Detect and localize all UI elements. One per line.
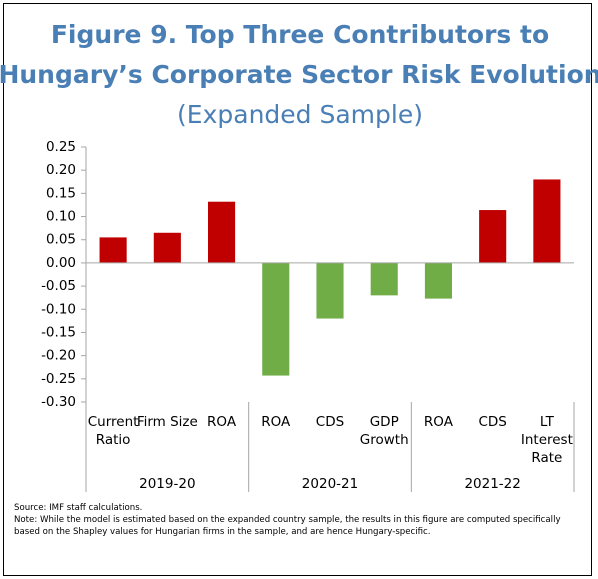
bar bbox=[424, 262, 452, 299]
y-tick-label: 0.00 bbox=[46, 255, 76, 271]
y-tick-label: -0.05 bbox=[41, 278, 76, 294]
y-tick-label: 0.20 bbox=[46, 162, 76, 178]
x-tick-label: CDS bbox=[316, 414, 344, 430]
y-tick-label: -0.25 bbox=[41, 371, 76, 387]
source: Source: IMF staff calculations. bbox=[14, 503, 143, 513]
x-tick-label: Current Ratio bbox=[88, 414, 139, 448]
notes: Source: IMF staff calculations. Note: Wh… bbox=[14, 502, 584, 538]
frame bbox=[3, 3, 592, 576]
y-tick-label: -0.20 bbox=[41, 348, 76, 364]
x-tick-label: ROA bbox=[424, 414, 454, 430]
bar bbox=[370, 262, 398, 296]
bar bbox=[208, 201, 236, 263]
x-tick-label: ROA bbox=[261, 414, 291, 430]
chart-title: Figure 9. Top Three Contributors to bbox=[51, 20, 549, 49]
y-tick-label: -0.10 bbox=[41, 301, 76, 317]
chart-subtitle: (Expanded Sample) bbox=[177, 100, 423, 129]
y-tick-label: 0.10 bbox=[46, 209, 76, 225]
bar bbox=[479, 210, 507, 263]
y-tick-label: 0.25 bbox=[46, 139, 76, 155]
y-tick-label: -0.15 bbox=[41, 324, 76, 340]
bar bbox=[262, 262, 290, 376]
y-tick-label: 0.15 bbox=[46, 185, 76, 201]
y-tick-label: 0.05 bbox=[46, 232, 76, 248]
x-tick-label: ROA bbox=[207, 414, 237, 430]
group-label: 2021-22 bbox=[464, 476, 520, 492]
x-tick-label: GDP Growth bbox=[360, 414, 409, 448]
bar bbox=[153, 232, 181, 263]
group-label: 2020-21 bbox=[302, 476, 358, 492]
bar bbox=[316, 262, 344, 319]
group-label: 2019-20 bbox=[139, 476, 195, 492]
bar bbox=[99, 237, 127, 263]
y-tick-label: -0.30 bbox=[41, 394, 76, 410]
bar bbox=[533, 179, 561, 263]
chart-title: Hungary’s Corporate Sector Risk Evolutio… bbox=[0, 60, 598, 89]
x-tick-label: Firm Size bbox=[137, 414, 198, 430]
x-tick-label: LT Interest Rate bbox=[521, 414, 573, 466]
x-tick-label: CDS bbox=[478, 414, 506, 430]
note: Note: While the model is estimated based… bbox=[14, 515, 561, 537]
